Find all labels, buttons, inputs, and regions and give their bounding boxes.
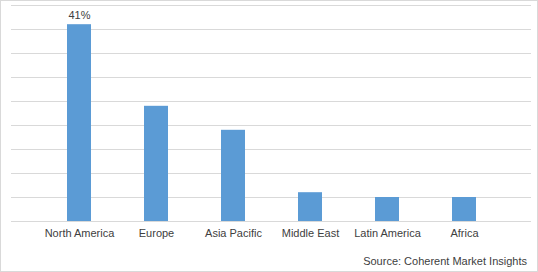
svg-text:North America: North America — [45, 227, 116, 239]
svg-text:Asia Pacific: Asia Pacific — [205, 227, 262, 239]
svg-text:Latin America: Latin America — [354, 227, 422, 239]
html-text:Source: Coherent Market Insigh: Source: Coherent Market Insights — [363, 255, 527, 267]
svg-text:Middle East: Middle East — [282, 227, 339, 239]
svg-text:Africa: Africa — [450, 227, 479, 239]
svg-text:41%: 41% — [68, 9, 90, 21]
svg-text:Europe: Europe — [139, 227, 174, 239]
